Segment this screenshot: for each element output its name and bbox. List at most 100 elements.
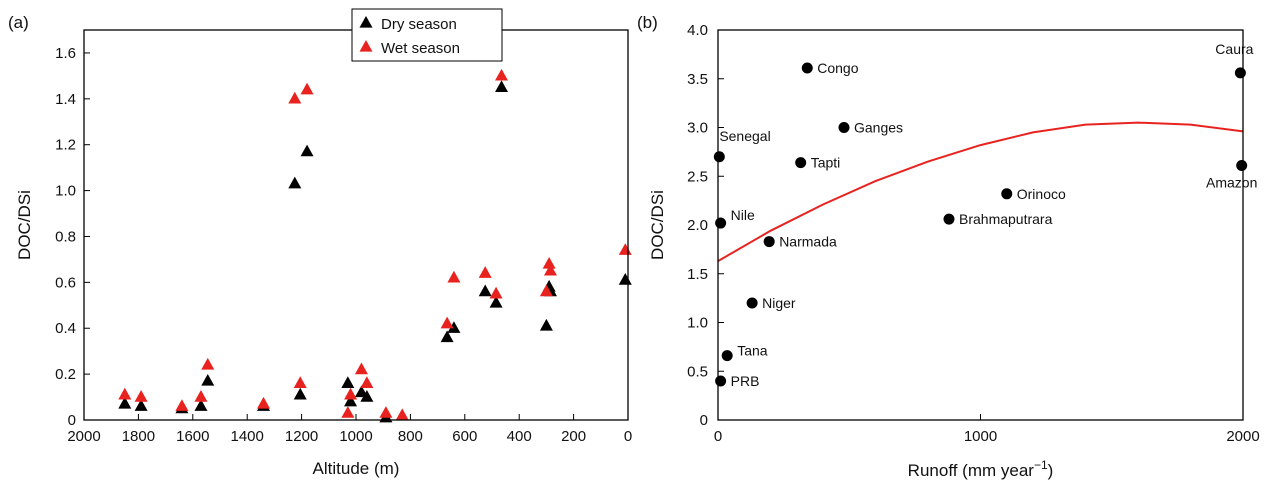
- wet-season-point: [354, 362, 368, 375]
- y-tick-label: 0: [700, 412, 708, 429]
- wet-season-point: [618, 243, 632, 255]
- panel-a-y-tick-labels: 0 0.2 0.4 0.6 0.8 1.0 1.2 1.4 1.6: [55, 45, 76, 429]
- panel-b-plot-frame: [717, 29, 1244, 421]
- river-point: [721, 350, 733, 362]
- x-tick-label: 0: [624, 428, 632, 445]
- y-tick-label: 1.0: [55, 183, 76, 200]
- river-point: [715, 375, 727, 387]
- dry-season-point: [134, 399, 148, 411]
- dry-season-point: [489, 295, 503, 308]
- panel-a-y-axis-title: DOC/DSi: [15, 190, 34, 260]
- panel-a-plot-frame: [83, 29, 629, 421]
- wet-season-point: [300, 82, 314, 95]
- x-axis-title-main: Runoff (mm year: [908, 461, 1035, 480]
- wet-season-point: [288, 91, 302, 104]
- panel-a-x-tick-labels: 2000 1800 1600 1400 1200 1000 800 600 400 200 0: [67, 428, 632, 445]
- river-point: [795, 157, 807, 169]
- y-tick-label: 1.4: [55, 91, 76, 108]
- wet-season-point: [478, 266, 492, 278]
- panel-b-x-tick-labels: 0 1000 2000: [714, 428, 1260, 445]
- dry-season-point: [344, 394, 358, 407]
- panel-a-data-points: [118, 68, 632, 423]
- x-tick-label: 1400: [231, 428, 264, 445]
- y-tick-label: 0.2: [55, 366, 76, 383]
- river-label: Amazon: [1206, 175, 1257, 191]
- river-point: [1001, 188, 1013, 200]
- river-label: PRB: [731, 373, 760, 389]
- x-tick-label: 1000: [339, 428, 372, 445]
- panel-b-data-points: Congo Ganges Senegal Tapti Orinoco Brahmaputr…: [713, 41, 1257, 389]
- wet-season-point: [118, 387, 132, 400]
- wet-season-point: [495, 68, 509, 81]
- river-point: [763, 236, 775, 248]
- panel-a-tick-marks: [83, 52, 629, 421]
- dry-season-point: [300, 144, 314, 157]
- panel-b: (b) 00.51.01.52.02.53.03.54.0 0 1000 2000 …: [637, 13, 1260, 480]
- wet-season-point: [134, 390, 148, 402]
- y-tick-label: 1.0: [687, 315, 708, 332]
- dry-season-point: [447, 321, 461, 333]
- x-axis-title-exponent: −1: [1034, 458, 1048, 472]
- x-tick-label: 1000: [964, 428, 997, 445]
- y-tick-label: 0: [68, 412, 76, 429]
- x-tick-label: 1600: [176, 428, 209, 445]
- y-tick-label: 1.6: [55, 45, 76, 62]
- x-tick-label: 600: [452, 428, 477, 445]
- panel-b-y-axis-title: DOC/DSi: [648, 190, 667, 260]
- panel-b-fit-curve: [717, 121, 1244, 262]
- river-label: Niger: [762, 295, 796, 311]
- river-point: [838, 122, 850, 133]
- river-point: [943, 213, 955, 225]
- river-label: Nile: [731, 207, 755, 223]
- panel-b-label: (b): [637, 13, 658, 32]
- dry-season-point: [360, 390, 374, 402]
- y-tick-label: 0.6: [55, 274, 76, 291]
- river-point: [713, 151, 725, 163]
- wet-season-point: [543, 263, 557, 276]
- dry-season-point: [478, 284, 492, 297]
- river-label: Orinoco: [1017, 186, 1066, 202]
- x-axis-title-close: ): [1048, 461, 1054, 480]
- dry-season-point: [539, 318, 553, 331]
- river-point: [801, 62, 813, 74]
- wet-season-point: [360, 376, 374, 388]
- wet-season-point: [344, 387, 358, 400]
- panel-a-label: (a): [8, 13, 29, 32]
- river-label: Caura: [1215, 41, 1253, 57]
- wet-season-point: [293, 376, 307, 388]
- panel-a-x-axis-title: Altitude (m): [313, 459, 400, 478]
- legend-dry-season-marker: [359, 15, 373, 28]
- y-tick-label: 0.8: [55, 228, 76, 245]
- dry-season-point: [118, 396, 132, 409]
- river-label: Senegal: [719, 128, 770, 144]
- wet-season-point: [539, 284, 553, 297]
- legend-box: [351, 8, 503, 62]
- river-point: [715, 217, 727, 229]
- wet-season-point: [379, 406, 393, 418]
- x-tick-label: 400: [507, 428, 532, 445]
- river-label: Tapti: [811, 155, 841, 171]
- wet-season-point: [447, 270, 461, 283]
- wet-season-point: [542, 256, 556, 269]
- dry-season-point: [495, 80, 509, 93]
- panel-a: (a) 00.20.40.60.81.01.21.41.6 2000 1800 16…: [8, 8, 632, 478]
- wet-season-point: [194, 390, 208, 402]
- panel-b-y-tick-labels: 0 0.5 1.0 1.5 2.0 2.5 3.0 3.5 4.0: [687, 22, 708, 429]
- y-tick-label: 1.5: [687, 266, 708, 283]
- wet-season-point: [341, 406, 355, 418]
- river-label: Congo: [817, 60, 858, 76]
- x-tick-label: 800: [398, 428, 423, 445]
- y-tick-label: 0.4: [55, 320, 76, 337]
- river-point: [1234, 67, 1246, 79]
- wet-season-point: [175, 399, 189, 411]
- y-tick-label: 4.0: [687, 22, 708, 39]
- y-tick-label: 0.5: [687, 363, 708, 380]
- x-tick-label: 0: [714, 428, 722, 445]
- wet-season-point: [257, 396, 271, 409]
- dry-season-point: [288, 176, 302, 189]
- legend-wet-season-label: Wet season: [381, 40, 460, 57]
- dry-season-point: [201, 373, 215, 386]
- panel-a-legend: Dry season Wet season: [351, 8, 503, 62]
- dry-season-point: [293, 387, 307, 400]
